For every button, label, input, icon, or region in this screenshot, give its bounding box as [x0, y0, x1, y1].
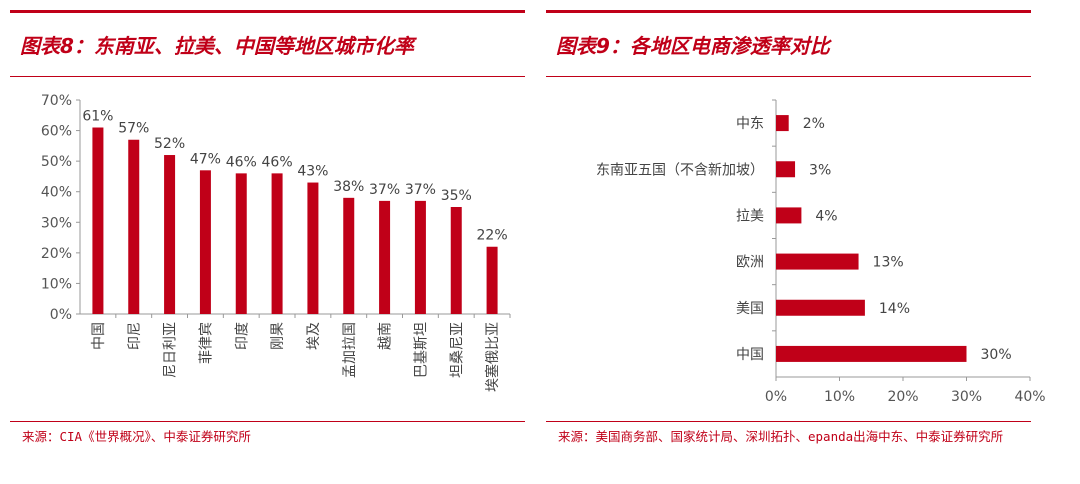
right-source-rule	[546, 421, 1031, 422]
y-tick-label: 50%	[41, 154, 72, 170]
bar-9	[414, 200, 426, 314]
ecommerce-penetration-chart: 0% 10% 20% 30% 40% 2% 中东 3% 东南亚五国（不含新加坡） 4% 拉美 13% 欧…	[596, 99, 1046, 405]
data-label-3: 47%	[190, 151, 221, 167]
bar-4	[235, 173, 247, 314]
bar-5	[776, 345, 967, 362]
left-title-rule	[10, 76, 525, 77]
data-label-2: 52%	[154, 136, 185, 152]
bar-10	[450, 207, 462, 314]
x-tick-label: 20%	[887, 389, 918, 405]
data-label-8: 37%	[369, 182, 400, 198]
data-label-1: 3%	[809, 162, 831, 178]
bar-11	[486, 246, 498, 314]
category-label-1: 东南亚五国（不含新加坡）	[596, 162, 764, 178]
x-tick-label-6: 埃及	[306, 322, 322, 350]
urbanization-rate-chart: 0% 10% 20% 30% 40% 50% 60% 70% 61% 中国 57% 印尼 52% 尼日利亚…	[41, 93, 511, 392]
x-tick-label-11: 埃塞俄比亚	[484, 322, 501, 392]
x-tick-label-2: 尼日利亚	[163, 322, 179, 378]
y-tick-label: 40%	[41, 185, 72, 201]
left-source-rule	[10, 421, 525, 422]
x-tick-label: 40%	[1014, 389, 1045, 405]
bar-2	[776, 207, 802, 224]
bar-0	[92, 127, 104, 314]
bar-6	[307, 182, 319, 314]
y-tick-label: 20%	[41, 246, 72, 262]
bar-8	[379, 200, 391, 314]
y-tick-label: 30%	[41, 215, 72, 231]
x-tick-label: 0%	[765, 389, 787, 405]
x-tick-label-4: 印度	[234, 322, 250, 350]
category-label-3: 欧洲	[736, 255, 764, 271]
data-label-11: 22%	[477, 228, 508, 244]
left-figure-title: 图表8：东南亚、拉美、中国等地区城市化率	[20, 34, 414, 58]
x-tick-label-3: 菲律宾	[198, 322, 214, 364]
x-tick-label: 30%	[951, 389, 982, 405]
x-tick-label-1: 印尼	[127, 322, 143, 350]
right-figure-title: 图表9：各地区电商渗透率对比	[556, 34, 830, 58]
x-tick-label-7: 孟加拉国	[342, 322, 358, 378]
data-label-4: 46%	[226, 154, 257, 170]
y-tick-label: 60%	[41, 124, 72, 140]
category-label-2: 拉美	[736, 208, 764, 224]
x-tick-label-5: 刚果	[270, 322, 286, 350]
data-label-3: 13%	[873, 255, 904, 271]
data-label-10: 35%	[441, 188, 472, 204]
category-label-4: 美国	[736, 301, 764, 317]
x-tick-label-10: 坦桑尼亚	[449, 322, 465, 378]
bar-7	[343, 197, 355, 314]
right-title-rule	[546, 76, 1031, 77]
data-label-4: 14%	[879, 301, 910, 317]
bar-4	[776, 299, 865, 316]
data-label-7: 38%	[333, 179, 364, 195]
data-label-6: 43%	[297, 164, 328, 180]
y-tick-label: 10%	[41, 276, 72, 292]
x-tick-label: 10%	[824, 389, 855, 405]
left-source-note: 来源：CIA《世界概况》、中泰证券研究所	[22, 429, 251, 444]
bar-2	[164, 155, 176, 314]
y-tick-label: 70%	[41, 93, 72, 109]
data-label-0: 2%	[803, 116, 825, 132]
left-top-bar	[10, 10, 525, 13]
data-label-2: 4%	[815, 208, 837, 224]
bar-3	[776, 253, 859, 270]
data-label-9: 37%	[405, 182, 436, 198]
bar-0	[776, 115, 789, 132]
y-tick-label: 0%	[50, 307, 72, 323]
data-label-5: 46%	[262, 154, 293, 170]
right-top-bar	[546, 10, 1031, 13]
category-label-5: 中国	[736, 347, 764, 363]
category-label-0: 中东	[736, 116, 764, 132]
data-label-0: 61%	[82, 109, 113, 125]
bar-5	[271, 173, 283, 314]
right-source-note: 来源：美国商务部、国家统计局、深圳拓扑、epanda出海中东、中泰证券研究所	[558, 429, 1004, 444]
bar-3	[199, 170, 211, 314]
data-label-1: 57%	[118, 121, 149, 137]
x-tick-label-9: 巴基斯坦	[412, 322, 429, 378]
x-tick-label-8: 越南	[378, 322, 394, 350]
data-label-5: 30%	[981, 347, 1012, 363]
bar-1	[128, 139, 140, 314]
bar-1	[776, 161, 796, 178]
x-tick-label-0: 中国	[91, 322, 107, 350]
